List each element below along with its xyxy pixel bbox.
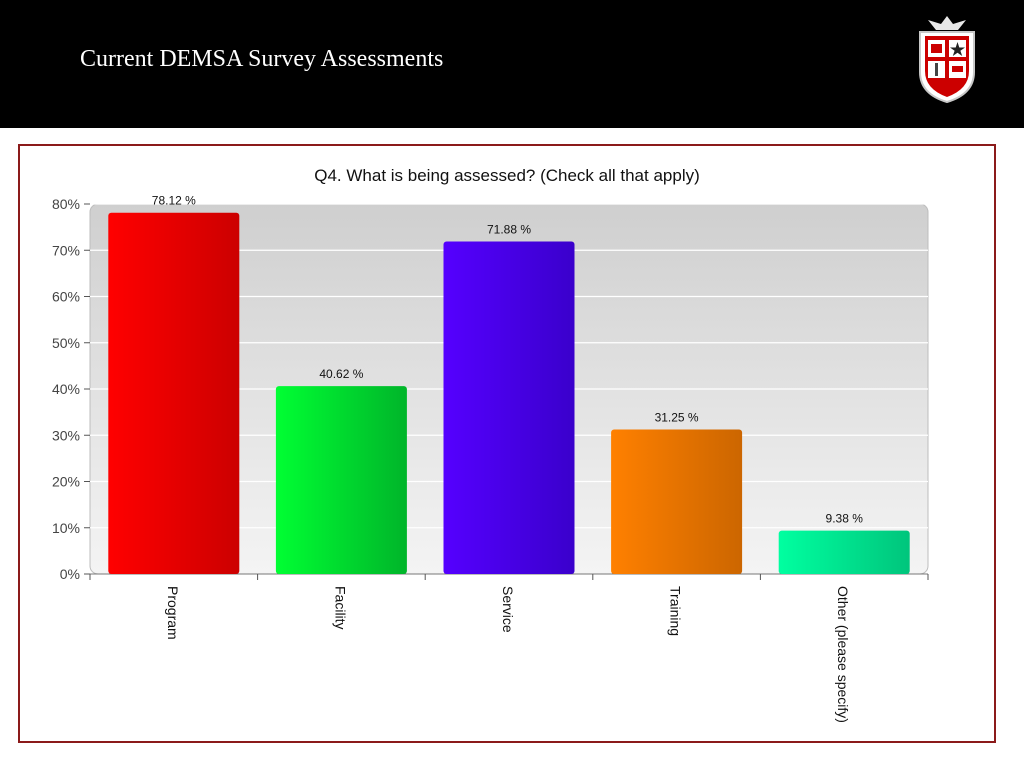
data-label: 78.12 % [152,194,196,208]
data-label: 31.25 % [655,410,699,424]
y-tick-label: 60% [52,289,80,305]
bar-facility [275,386,407,574]
x-tick-label: Program [165,586,181,640]
university-shield-logo-icon [919,16,975,104]
y-tick-label: 40% [52,381,80,397]
slide-header: Current DEMSA Survey Assessments [0,0,1024,128]
data-label: 9.38 % [826,512,864,526]
chart-title: Q4. What is being assessed? (Check all t… [314,166,700,185]
bar-chart: 0% 10% 20% 30% 40% 50% 60% 70% 80% 78.12 % Program… [52,194,929,723]
x-tick-label: Training [668,586,684,636]
bar-service [443,241,575,574]
y-tick-label: 30% [52,427,80,443]
slide-title: Current DEMSA Survey Assessments [80,46,444,72]
bar-program [108,212,240,574]
chart-frame: Q4. What is being assessed? (Check all t… [18,144,996,743]
bar-other [778,530,910,574]
data-label: 40.62 % [319,367,363,381]
y-tick-label: 10% [52,520,80,536]
x-tick-label: Facility [332,586,348,630]
x-tick-label: Service [500,586,516,633]
y-tick-label: 20% [52,474,80,490]
y-tick-label: 80% [52,196,80,212]
y-tick-label: 50% [52,335,80,351]
bar-training [611,429,743,574]
x-tick-label: Other (please specify) [835,586,851,723]
y-tick-label: 0% [60,566,80,582]
y-tick-label: 70% [52,242,80,258]
data-label: 71.88 % [487,223,531,237]
